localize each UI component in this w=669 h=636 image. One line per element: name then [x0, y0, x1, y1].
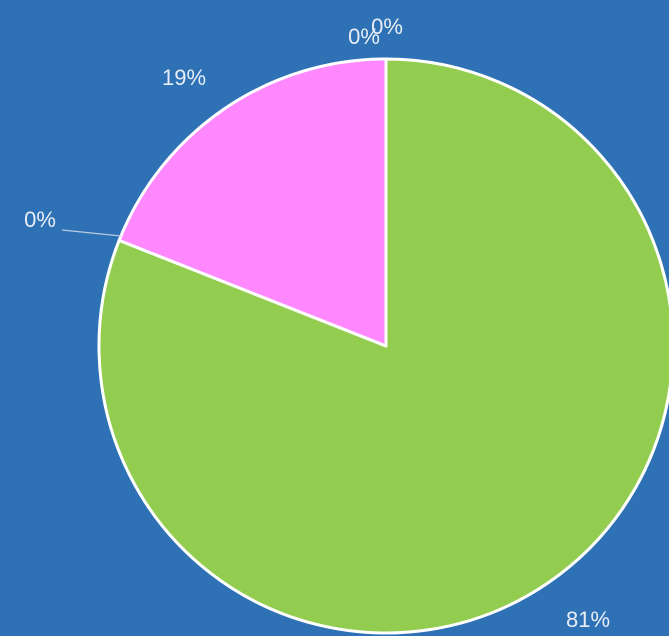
slice-label-0: 81%: [566, 607, 610, 632]
slice-label-3: 0%: [24, 207, 56, 232]
leader-lines: [62, 230, 121, 236]
slice-label-2: 19%: [162, 65, 206, 90]
slice-label-4: 0%: [371, 14, 403, 39]
leader-line-3: [62, 230, 121, 236]
pie-slices: [99, 59, 669, 633]
